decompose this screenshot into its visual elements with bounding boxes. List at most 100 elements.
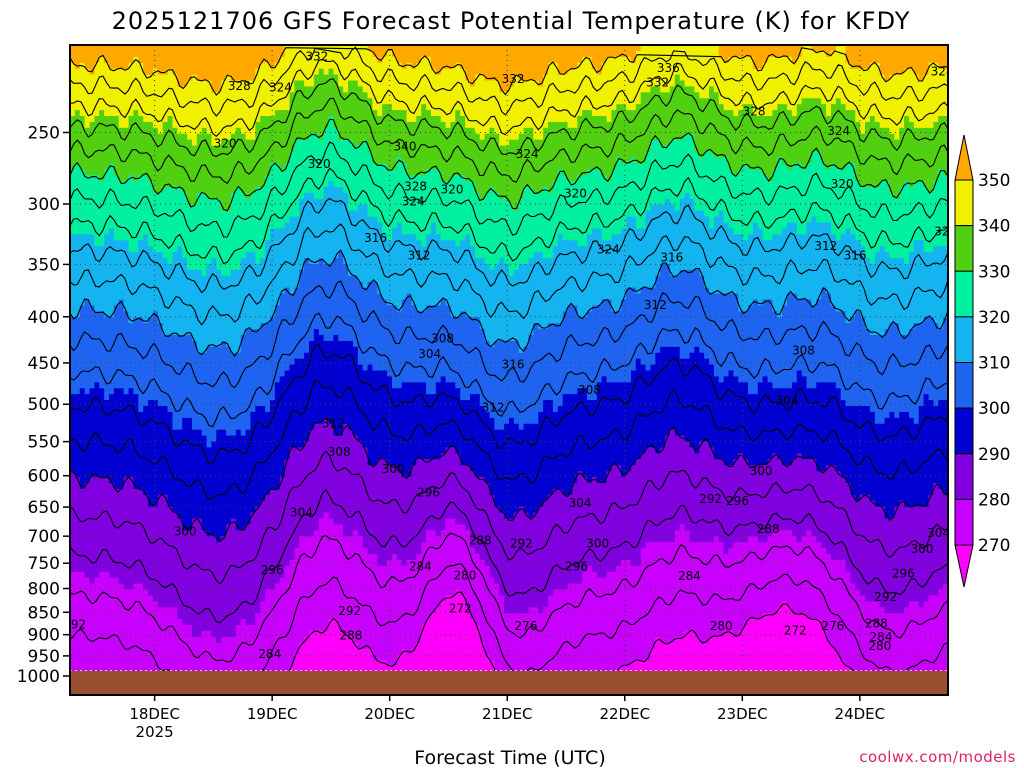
field-cell: [201, 601, 208, 608]
field-cell: [250, 317, 256, 324]
field-cell: [269, 281, 276, 289]
field-cell: [201, 636, 208, 644]
field-cell: [157, 98, 164, 105]
field-cell: [84, 506, 91, 514]
field-cell: [269, 589, 276, 596]
field-cell: [133, 340, 139, 348]
field-cell: [138, 263, 144, 271]
field-cell: [70, 518, 76, 525]
field-cell: [167, 364, 174, 372]
field-cell: [172, 630, 178, 638]
field-cell: [157, 216, 164, 224]
field-cell: [226, 423, 232, 431]
field-cell: [79, 98, 86, 105]
field-cell: [206, 210, 213, 218]
field-cell: [284, 500, 291, 508]
field-cell: [221, 518, 227, 525]
field-cell: [235, 666, 242, 673]
field-cell: [182, 571, 188, 579]
field-cell: [211, 500, 217, 508]
field-cell: [274, 56, 281, 64]
field-cell: [279, 246, 286, 253]
field-cell: [99, 624, 105, 632]
field-cell: [113, 607, 120, 614]
field-cell: [99, 435, 105, 443]
field-cell: [274, 530, 281, 537]
field-cell: [284, 471, 291, 478]
field-cell: [274, 571, 281, 579]
field-cell: [148, 311, 154, 318]
field-cell: [70, 340, 76, 348]
field-cell: [182, 459, 188, 466]
field-cell: [240, 151, 247, 159]
field-cell: [138, 382, 144, 389]
field-cell: [274, 281, 281, 289]
field-cell: [201, 329, 208, 336]
field-cell: [255, 595, 261, 602]
field-cell: [138, 110, 144, 117]
field-cell: [123, 74, 130, 82]
field-cell: [104, 50, 110, 58]
field-cell: [128, 204, 135, 212]
field-cell: [70, 477, 76, 484]
field-cell: [152, 654, 159, 662]
field-cell: [128, 281, 135, 289]
field-cell: [138, 654, 144, 662]
field-cell: [133, 429, 139, 437]
field-cell: [109, 50, 115, 58]
field-cell: [157, 346, 164, 354]
field-cell: [143, 583, 149, 591]
field-cell: [255, 613, 261, 620]
field-cell: [211, 169, 217, 176]
field-cell: [250, 340, 256, 348]
field-cell: [84, 305, 91, 312]
field-cell: [284, 607, 291, 614]
field-cell: [177, 642, 183, 650]
field-cell: [70, 364, 76, 372]
field-cell: [104, 305, 110, 312]
field-cell: [162, 281, 169, 289]
field-cell: [109, 494, 115, 502]
field-cell: [172, 151, 178, 159]
field-cell: [260, 524, 266, 531]
field-cell: [138, 630, 144, 638]
field-cell: [94, 500, 100, 508]
field-cell: [221, 263, 227, 271]
field-cell: [177, 524, 183, 531]
field-cell: [265, 145, 271, 153]
field-cell: [109, 358, 115, 366]
field-cell: [143, 613, 149, 620]
field-cell: [157, 447, 164, 454]
field-cell: [226, 110, 232, 117]
field-cell: [74, 530, 81, 537]
field-cell: [250, 477, 256, 484]
field-cell: [265, 346, 271, 354]
field-cell: [274, 240, 281, 247]
field-cell: [230, 163, 237, 170]
field-cell: [240, 411, 247, 419]
field-cell: [74, 299, 81, 306]
field-cell: [245, 62, 252, 70]
field-cell: [182, 74, 188, 82]
field-cell: [89, 240, 95, 247]
field-cell: [113, 429, 120, 437]
field-cell: [240, 607, 247, 614]
field-cell: [226, 459, 232, 466]
field-cell: [84, 50, 91, 58]
field-cell: [265, 417, 271, 425]
field-cell: [172, 506, 178, 514]
field-cell: [138, 299, 144, 306]
field-cell: [162, 92, 169, 99]
field-cell: [269, 536, 276, 543]
field-cell: [89, 50, 95, 58]
field-cell: [177, 139, 183, 147]
field-cell: [128, 571, 135, 579]
field-cell: [138, 548, 144, 555]
field-cell: [109, 329, 115, 336]
field-cell: [138, 512, 144, 520]
field-cell: [148, 636, 154, 644]
field-cell: [274, 376, 281, 383]
field-cell: [133, 530, 139, 537]
field-cell: [143, 571, 149, 579]
